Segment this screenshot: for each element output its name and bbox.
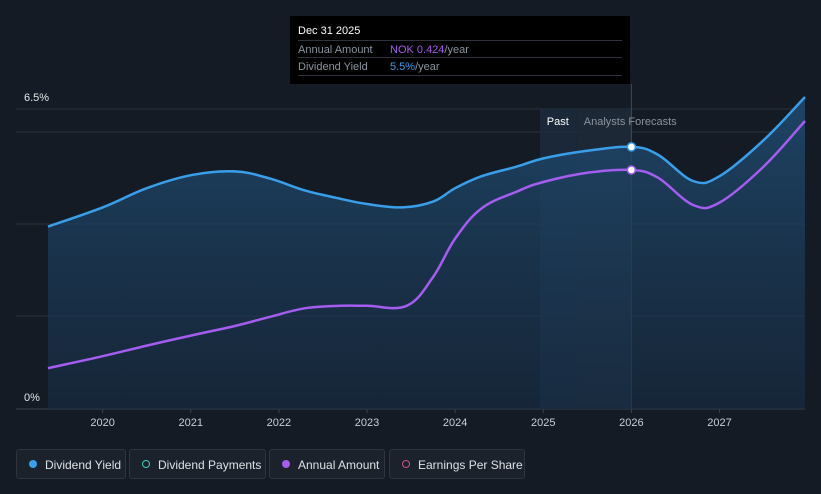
x-tick-label-2021: 2021 (179, 417, 203, 429)
legend-dividend-payments-button[interactable]: Dividend Payments (129, 449, 266, 479)
earnings-per-share-dot-icon (402, 460, 410, 468)
tooltip-dividend-yield-unit: /year (415, 61, 440, 73)
tooltip-annual-amount-value: NOK 0.424 (390, 44, 445, 56)
legend-annual-amount-label: Annual Amount (298, 458, 380, 472)
x-tick-label-2026: 2026 (619, 417, 643, 429)
x-tick-label-2022: 2022 (267, 417, 291, 429)
tooltip-dividend-yield: 5.5%/year (390, 61, 440, 73)
legend-earnings-per-share-button[interactable]: Earnings Per Share (389, 449, 525, 479)
tooltip-dividend-yield-row: Dividend Yield 5.5%/year (298, 57, 622, 76)
legend-dividend-yield-label: Dividend Yield (45, 458, 122, 472)
past-label: Past (547, 116, 569, 128)
highlight-markers (626, 142, 637, 175)
tooltip-annual-amount-row: Annual Amount NOK 0.424/year (298, 40, 622, 58)
legend-annual-amount-button[interactable]: Annual Amount (269, 449, 385, 479)
annual-amount-highlight-marker (626, 165, 637, 175)
tooltip-annual-amount-label: Annual Amount (298, 44, 373, 56)
legend-dividend-yield-button[interactable]: Dividend Yield (16, 449, 126, 479)
annual-amount-line (47, 120, 806, 370)
series-lines (47, 96, 806, 409)
tooltip-dividend-yield-value: 5.5% (390, 61, 416, 73)
dividend-payments-dot-icon (142, 460, 150, 468)
x-tick-label-2023: 2023 (355, 417, 379, 429)
legend-earnings-per-share-label: Earnings Per Share (418, 458, 523, 472)
tooltip-dividend-yield-label: Dividend Yield (298, 61, 368, 73)
y-tick-label-top: 6.5% (24, 92, 49, 104)
dividend-yield-line (47, 96, 806, 228)
dividend-yield-dot-icon (29, 460, 37, 468)
legend-dividend-payments-label: Dividend Payments (158, 458, 262, 472)
chart-tooltip: Dec 31 2025 Annual Amount NOK 0.424/year… (290, 16, 630, 84)
axis-labels: 2020 2021 2022 2023 2024 2025 2026 2027 6.5% 0% Pa… (24, 92, 732, 429)
x-tick-label-2027: 2027 (707, 417, 731, 429)
dividend-yield-area (48, 97, 805, 409)
x-tick-label-2024: 2024 (443, 417, 467, 429)
tooltip-annual-amount-unit: /year (444, 44, 469, 56)
tooltip-date: Dec 31 2025 (298, 25, 361, 37)
x-tick-label-2025: 2025 (531, 417, 555, 429)
annual-amount-dot-icon (282, 460, 290, 468)
y-tick-label-zero: 0% (24, 392, 40, 404)
tooltip-annual-amount: NOK 0.424/year (390, 44, 469, 56)
x-tick-label-2020: 2020 (90, 417, 114, 429)
dividend-yield-highlight-marker (626, 142, 637, 152)
forecast-label: Analysts Forecasts (584, 116, 677, 128)
